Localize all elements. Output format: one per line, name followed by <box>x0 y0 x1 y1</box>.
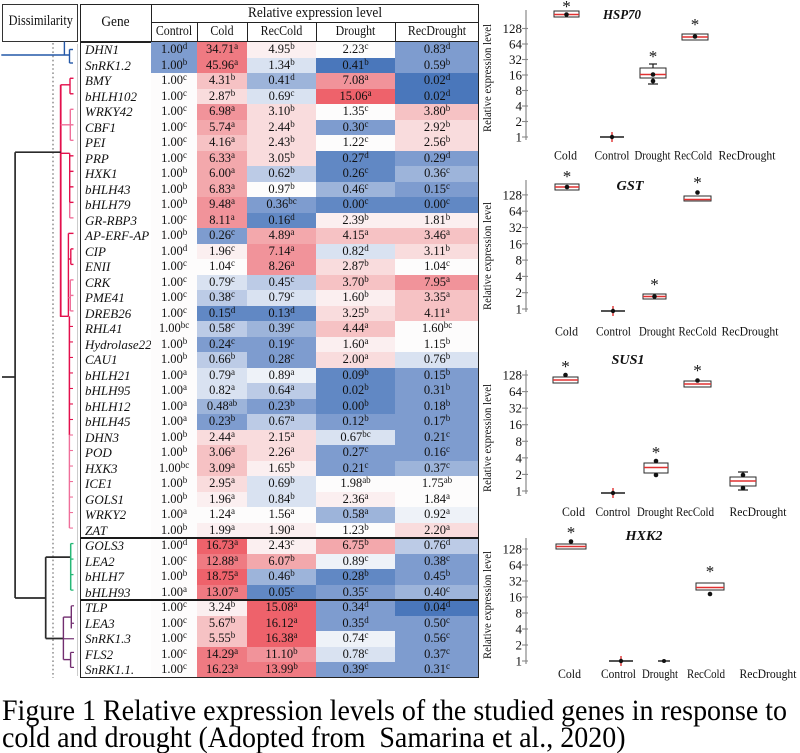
svg-text:*: * <box>561 357 570 376</box>
svg-text:32: 32 <box>509 52 522 67</box>
svg-text:8: 8 <box>516 606 523 621</box>
svg-text:4: 4 <box>516 99 523 114</box>
svg-text:*: * <box>649 47 658 66</box>
svg-text:128: 128 <box>503 368 523 383</box>
svg-text:Relative expression level: Relative expression level <box>480 201 494 310</box>
svg-text:8: 8 <box>516 434 523 449</box>
svg-text:RecCold: RecCold <box>674 149 713 163</box>
svg-text:16: 16 <box>509 590 523 605</box>
svg-text:HSP70: HSP70 <box>602 8 641 23</box>
svg-text:*: * <box>693 173 702 192</box>
svg-text:Cold: Cold <box>562 505 586 519</box>
svg-text:Drought: Drought <box>639 325 675 339</box>
svg-text:Drought: Drought <box>637 505 673 519</box>
svg-text:1: 1 <box>516 130 523 145</box>
svg-text:Drought: Drought <box>642 667 678 681</box>
svg-text:*: * <box>706 562 715 581</box>
svg-text:*: * <box>650 275 659 294</box>
svg-text:16: 16 <box>509 236 523 251</box>
svg-text:Drought: Drought <box>635 149 671 163</box>
svg-text:GST: GST <box>617 179 645 194</box>
svg-text:*: * <box>652 443 661 462</box>
svg-text:64: 64 <box>509 558 523 573</box>
svg-text:RecCold: RecCold <box>679 325 718 339</box>
svg-text:RecDrought: RecDrought <box>730 505 787 519</box>
svg-text:32: 32 <box>509 401 522 416</box>
svg-text:8: 8 <box>516 253 523 268</box>
svg-text:*: * <box>567 523 576 542</box>
svg-text:*: * <box>562 0 571 16</box>
svg-text:32: 32 <box>509 574 522 589</box>
svg-text:64: 64 <box>509 37 523 52</box>
svg-text:16: 16 <box>509 417 523 432</box>
svg-text:1: 1 <box>516 484 523 499</box>
svg-text:RecDrought: RecDrought <box>740 667 797 681</box>
svg-text:SUS1: SUS1 <box>612 353 645 368</box>
svg-text:64: 64 <box>509 204 523 219</box>
svg-text:Relative expression level: Relative expression level <box>480 383 494 492</box>
svg-text:Control: Control <box>596 325 631 339</box>
svg-text:*: * <box>563 167 572 186</box>
svg-text:Control: Control <box>595 149 630 163</box>
svg-text:HXK2: HXK2 <box>624 529 662 544</box>
svg-text:4: 4 <box>516 450 523 465</box>
svg-text:RecDrought: RecDrought <box>722 325 779 339</box>
svg-text:64: 64 <box>509 384 523 399</box>
svg-text:8: 8 <box>516 83 523 98</box>
svg-text:2: 2 <box>516 114 523 129</box>
svg-text:4: 4 <box>516 622 523 637</box>
svg-text:Control: Control <box>601 667 636 681</box>
svg-text:2: 2 <box>516 467 523 482</box>
svg-text:*: * <box>691 15 700 34</box>
svg-text:Cold: Cold <box>555 325 579 339</box>
svg-text:32: 32 <box>509 220 522 235</box>
svg-text:1: 1 <box>516 302 523 317</box>
svg-text:128: 128 <box>503 21 523 36</box>
svg-text:128: 128 <box>503 542 523 557</box>
svg-text:1: 1 <box>516 654 523 669</box>
svg-text:16: 16 <box>509 68 523 83</box>
svg-text:RecCold: RecCold <box>676 505 715 519</box>
svg-text:Control: Control <box>596 505 631 519</box>
svg-text:RecDrought: RecDrought <box>719 149 776 163</box>
svg-text:Cold: Cold <box>554 149 578 163</box>
svg-text:2: 2 <box>516 285 523 300</box>
svg-text:4: 4 <box>516 269 523 284</box>
svg-text:*: * <box>693 361 702 380</box>
svg-text:128: 128 <box>503 187 523 202</box>
svg-text:2: 2 <box>516 638 523 653</box>
svg-text:Relative expression level: Relative expression level <box>480 550 494 659</box>
svg-text:Relative expression level: Relative expression level <box>480 23 494 132</box>
svg-text:RecCold: RecCold <box>687 667 726 681</box>
svg-text:Cold: Cold <box>558 667 582 681</box>
